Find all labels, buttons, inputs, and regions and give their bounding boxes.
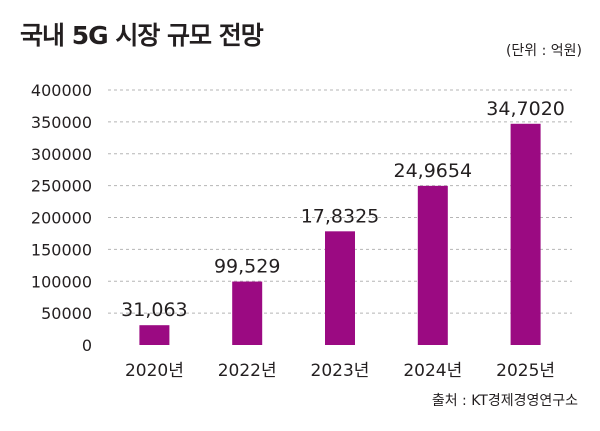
y-tick-label: 250000 [31, 177, 92, 196]
source-note: 출처 : KT경제경영연구소 [431, 393, 578, 409]
data-label: 24,9654 [394, 160, 473, 182]
category-label: 2020년 [125, 361, 184, 381]
data-label: 34,7020 [486, 98, 565, 120]
bar-2 [325, 231, 355, 345]
y-tick-label: 400000 [31, 81, 92, 100]
y-tick-label: 0 [82, 336, 92, 355]
x-axis-categories: 2020년 2022년 2023년 2024년 2025년 [125, 361, 555, 381]
chart-title: 국내 5G 시장 규모 전망 [20, 21, 264, 50]
category-label: 2023년 [311, 361, 370, 381]
y-tick-label: 200000 [31, 209, 92, 228]
unit-label: (단위 : 억원) [505, 43, 582, 59]
data-label: 17,8325 [301, 205, 380, 227]
data-label: 31,063 [121, 299, 187, 321]
category-label: 2024년 [403, 361, 462, 381]
y-tick-label: 50000 [41, 304, 92, 323]
data-labels: 31,063 99,529 17,8325 24,9654 34,7020 [121, 98, 565, 321]
y-tick-label: 150000 [31, 240, 92, 259]
category-label: 2025년 [496, 361, 555, 381]
bar-1 [232, 281, 263, 345]
bar-4 [510, 123, 541, 345]
y-axis-ticks: 0 50000 100000 150000 200000 250000 300000 3500… [31, 81, 92, 355]
gridlines [108, 89, 572, 314]
bars [139, 123, 541, 345]
data-label: 99,529 [214, 256, 280, 278]
category-label: 2022년 [218, 361, 277, 381]
bar-0 [139, 325, 170, 345]
y-tick-label: 100000 [31, 272, 92, 291]
y-tick-label: 350000 [31, 113, 92, 132]
y-tick-label: 300000 [31, 145, 92, 164]
bar-3 [417, 185, 448, 345]
